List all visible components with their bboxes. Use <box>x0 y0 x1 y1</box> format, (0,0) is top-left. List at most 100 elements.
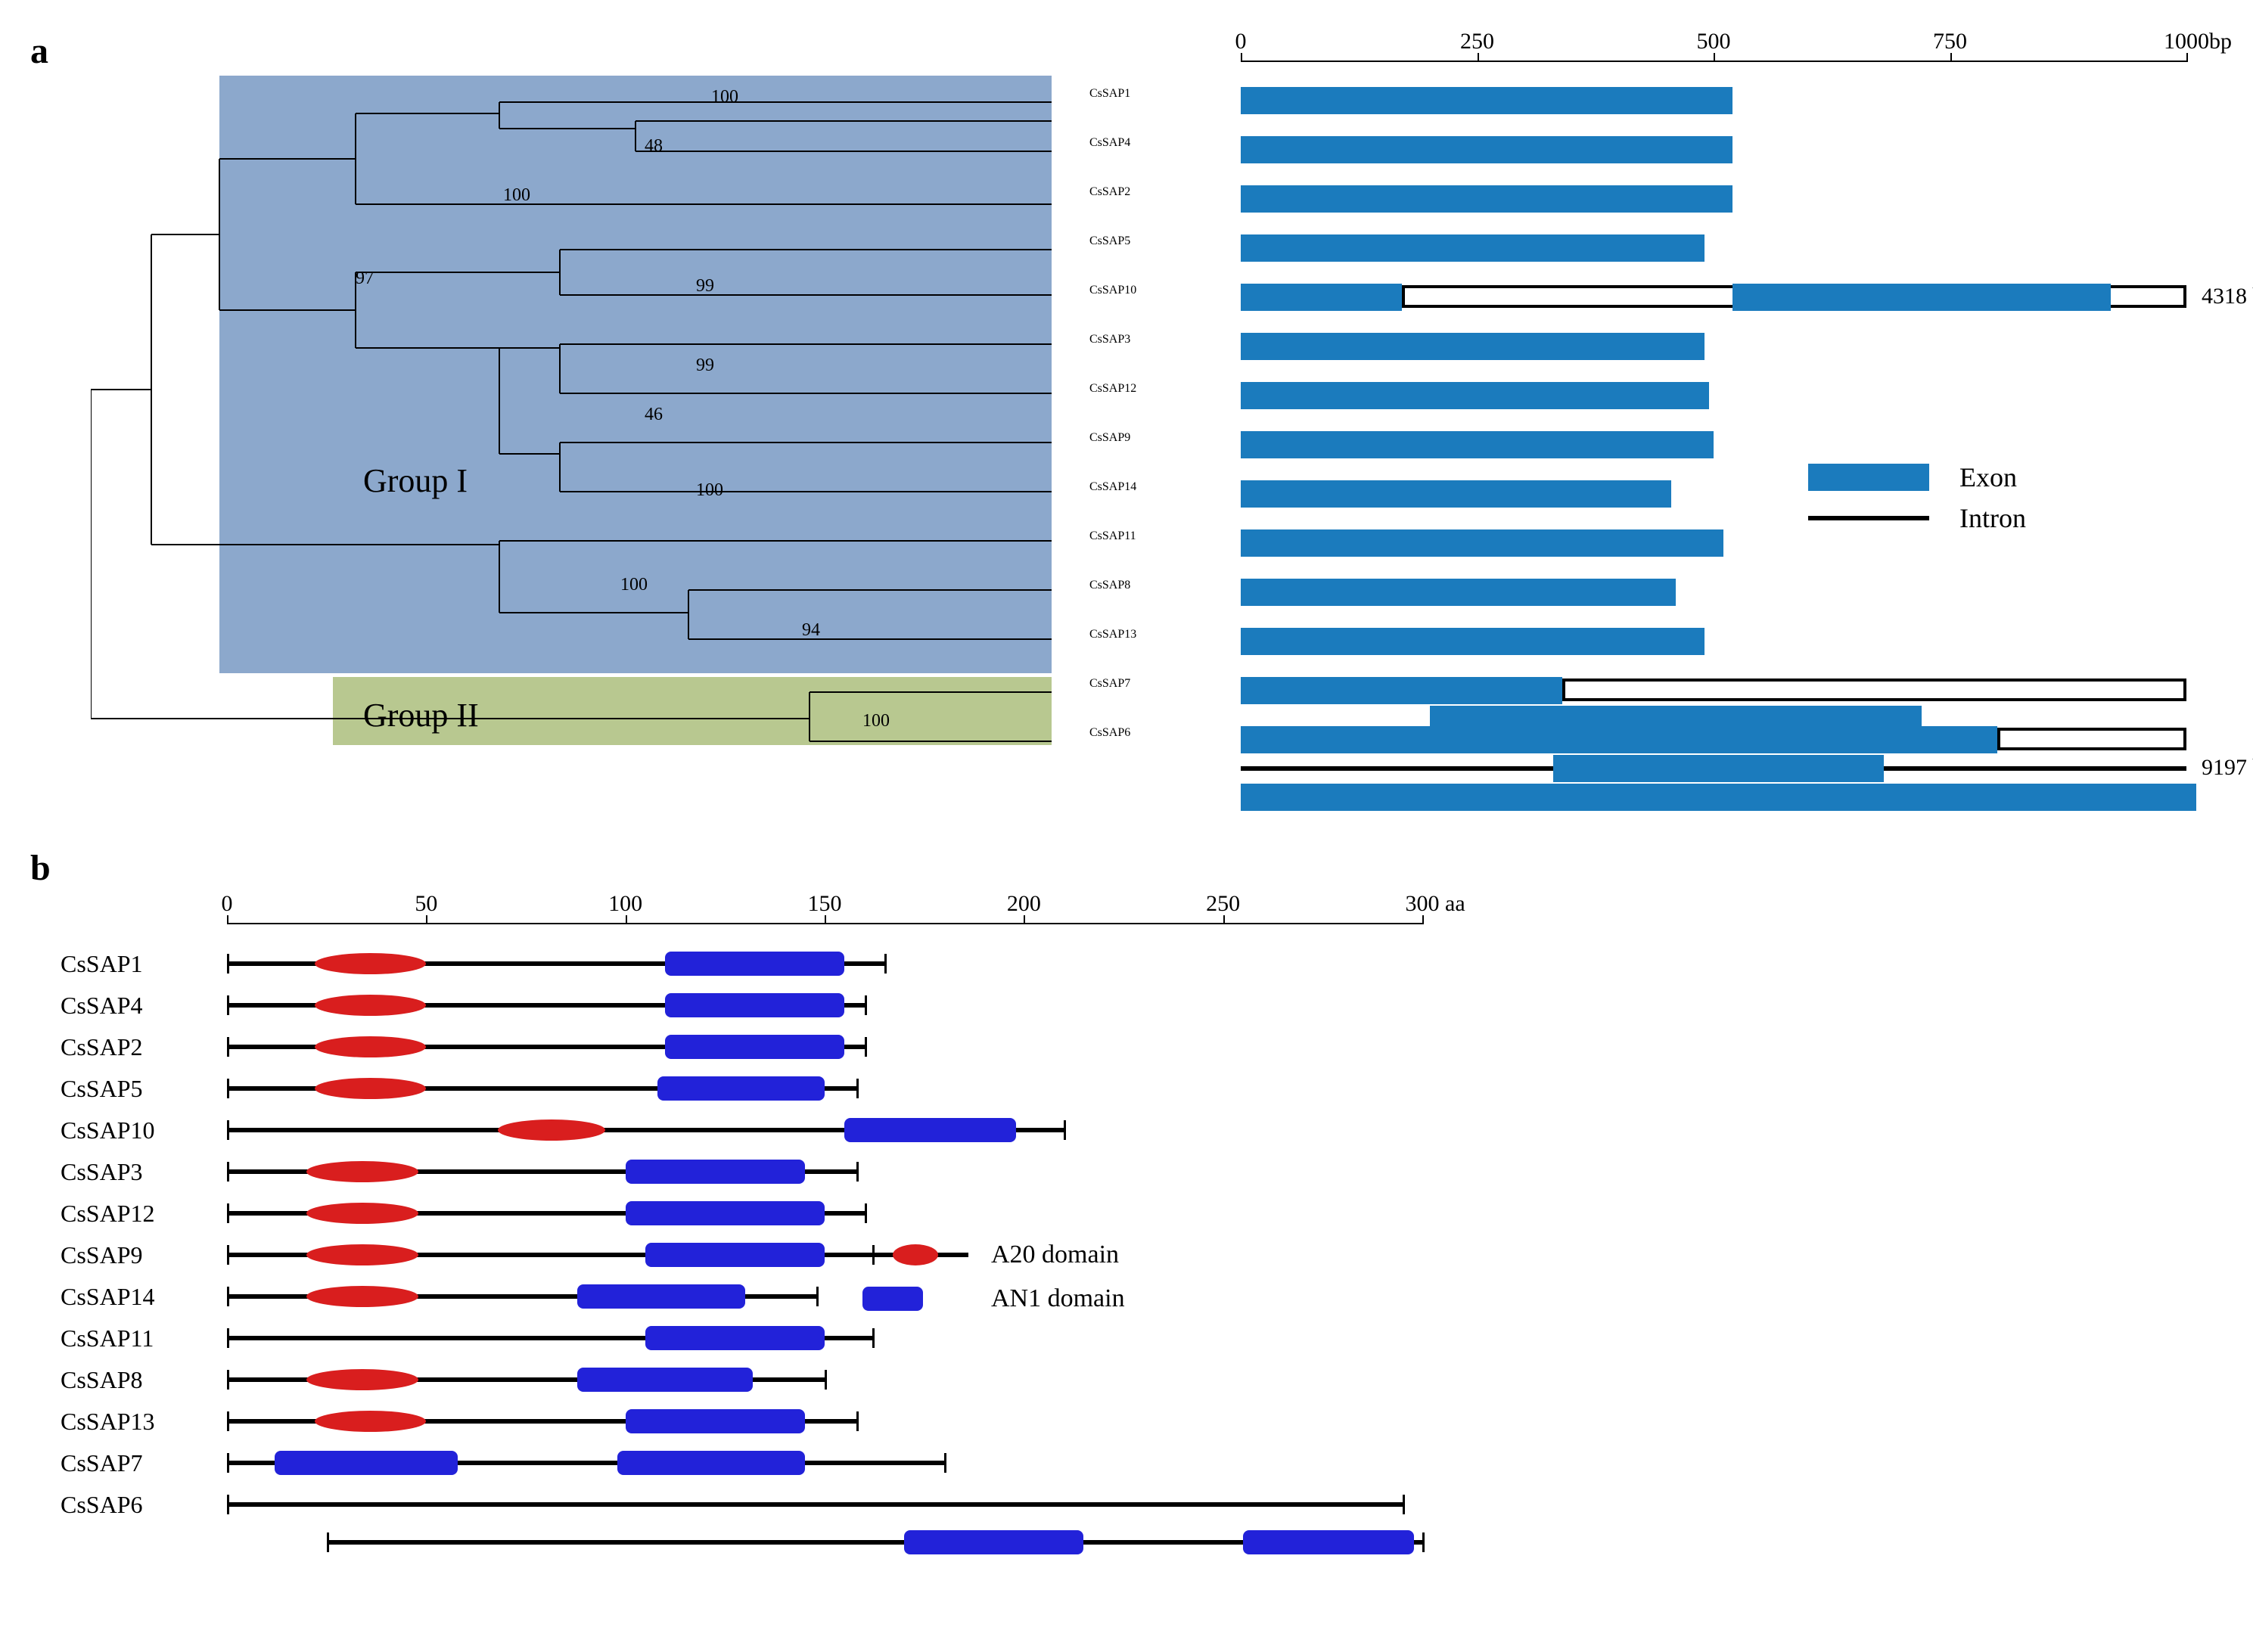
an1-domain <box>626 1409 805 1433</box>
gene-label: CsSAP5 <box>1089 234 1130 248</box>
an1-domain <box>844 1118 1015 1142</box>
legend-exon-swatch <box>1808 464 1929 491</box>
a20-domain <box>306 1161 418 1182</box>
an1-domain <box>665 1035 844 1059</box>
protein-label: CsSAP2 <box>61 1033 143 1061</box>
exon <box>1241 284 1402 311</box>
scale-tick-label: 50 <box>407 891 445 917</box>
exon <box>1241 431 1714 458</box>
an1-domain <box>645 1326 825 1350</box>
gene-label: CsSAP8 <box>1089 579 1130 592</box>
protein-label: CsSAP9 <box>61 1241 143 1269</box>
legend-intron-text: Intron <box>1959 502 2026 534</box>
scale-aa: 050100150200250300aa <box>227 893 1422 938</box>
an1-domain <box>645 1243 825 1267</box>
a20-domain <box>306 1369 418 1390</box>
legend-a20: A20 domain <box>862 1241 1125 1269</box>
scale-tick-label: 0 <box>208 891 246 917</box>
an1-domain <box>665 952 844 976</box>
legend-a20-text: A20 domain <box>991 1241 1119 1269</box>
gene-label: CsSAP12 <box>1089 382 1136 396</box>
scale-tick-label: 250 <box>1455 29 1500 54</box>
protein-label: CsSAP7 <box>61 1449 143 1477</box>
gene-label: CsSAP1 <box>1089 87 1130 101</box>
bootstrap-value: 97 <box>356 269 374 289</box>
scale-bp: 02505007501000bp <box>1241 30 2186 76</box>
a20-domain <box>306 1286 418 1307</box>
protein-label: CsSAP3 <box>61 1158 143 1186</box>
gene-label: CsSAP6 <box>1089 726 1130 740</box>
exon <box>1553 755 1885 782</box>
an1-domain <box>626 1201 825 1225</box>
a20-domain <box>498 1119 605 1141</box>
intron-box <box>1997 728 2186 750</box>
exon <box>1241 136 1732 163</box>
bootstrap-value: 94 <box>802 620 820 641</box>
bootstrap-value: 99 <box>696 356 714 376</box>
exon <box>1732 284 2111 311</box>
length-annotation: 9197 bp <box>2202 755 2253 781</box>
exon <box>1241 87 1732 114</box>
bootstrap-value: 100 <box>711 87 738 107</box>
protein-label: CsSAP4 <box>61 992 143 1020</box>
an1-domain <box>275 1451 458 1475</box>
bootstrap-value: 100 <box>862 711 890 731</box>
bootstrap-value: 99 <box>696 276 714 297</box>
bootstrap-value: 46 <box>645 405 663 425</box>
gene-label: CsSAP7 <box>1089 677 1130 691</box>
exon <box>1241 185 1732 213</box>
exon <box>1241 234 1705 262</box>
protein-label: CsSAP12 <box>61 1200 155 1228</box>
bootstrap-value: 100 <box>696 480 723 501</box>
panel-a: a Group I Group II <box>30 30 2253 824</box>
exon <box>1241 677 1562 704</box>
legend-intron: Intron <box>1808 502 2026 534</box>
intron-box <box>1562 678 2186 701</box>
scale-tick-label: 500 <box>1691 29 1736 54</box>
a20-domain <box>306 1244 418 1265</box>
scale-tick-label: 0 <box>1218 29 1263 54</box>
scale-tick-label: 150 <box>806 891 844 917</box>
an1-domain <box>1243 1530 1414 1554</box>
protein-label: CsSAP8 <box>61 1366 143 1394</box>
scale-tick-label: 200 <box>1005 891 1043 917</box>
gene-label: CsSAP4 <box>1089 136 1130 150</box>
legend-exon-text: Exon <box>1959 461 2017 493</box>
gene-label: CsSAP14 <box>1089 480 1136 494</box>
bootstrap-value: 100 <box>620 575 648 595</box>
protein-label: CsSAP6 <box>61 1491 143 1519</box>
legend-an1: AN1 domain <box>862 1284 1125 1313</box>
phylo-tree <box>91 30 1112 787</box>
legend-a: Exon Intron <box>1808 461 2026 543</box>
protein-label: CsSAP10 <box>61 1116 155 1144</box>
legend-b: A20 domain AN1 domain <box>862 1241 1125 1328</box>
protein-label: CsSAP13 <box>61 1408 155 1436</box>
a20-domain <box>306 1203 418 1224</box>
exon <box>1241 333 1705 360</box>
protein-backbone <box>227 1502 1403 1507</box>
gene-label: CsSAP10 <box>1089 284 1136 297</box>
exon <box>1241 480 1671 508</box>
exon <box>1241 628 1705 655</box>
bootstrap-value: 48 <box>645 136 663 157</box>
protein-label: CsSAP14 <box>61 1283 155 1311</box>
a20-domain <box>315 995 426 1016</box>
scale-tick-label: 250 <box>1204 891 1242 917</box>
an1-domain <box>904 1530 1083 1554</box>
gene-label: CsSAP2 <box>1089 185 1130 199</box>
gene-label: CsSAP3 <box>1089 333 1130 346</box>
legend-an1-line <box>862 1296 908 1301</box>
a20-domain <box>315 1078 426 1099</box>
protein-label: CsSAP11 <box>61 1324 154 1352</box>
exon <box>1241 382 1709 409</box>
legend-intron-swatch <box>1808 516 1929 520</box>
gene-label: CsSAP9 <box>1089 431 1130 445</box>
exon <box>1241 726 1997 753</box>
exon <box>1241 529 1723 557</box>
an1-domain <box>665 993 844 1017</box>
scale-unit-aa: aa <box>1445 891 1465 917</box>
scale-tick-label: 100 <box>607 891 645 917</box>
an1-domain <box>577 1368 753 1392</box>
an1-domain <box>577 1284 744 1309</box>
an1-domain <box>617 1451 805 1475</box>
